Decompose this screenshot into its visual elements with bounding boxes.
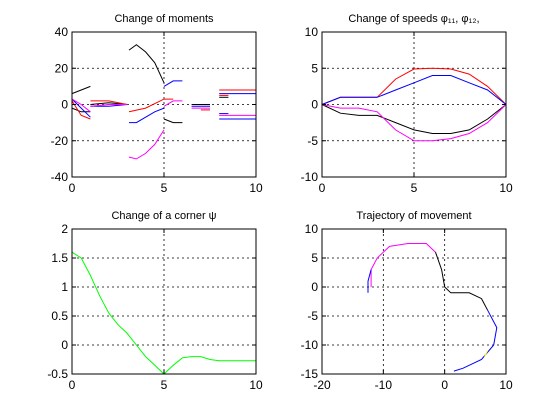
axes-frame	[321, 228, 507, 375]
x-tick-label: 0	[441, 378, 448, 392]
series-4-line	[128, 129, 165, 160]
subplot-1: 0 5 10 -40 -20 0 20 40 Change of moments	[51, 13, 263, 195]
series-1-line	[90, 102, 128, 105]
y-tick-label: -40	[51, 170, 69, 184]
series-3-line	[321, 104, 507, 134]
series-2-line	[129, 107, 165, 124]
y-tick-label: -10	[301, 338, 319, 352]
y-tick-label: -5	[307, 309, 318, 323]
y-tick-label: 0	[311, 280, 318, 294]
y-tick-label: 0	[61, 338, 68, 352]
x-tick-label: -20	[313, 378, 331, 392]
x-tick-label: 5	[161, 181, 168, 195]
y-tick-label: 5	[311, 61, 318, 75]
series-1-line	[71, 107, 91, 113]
series-4-line	[453, 309, 498, 372]
chart-title: Change of moments	[114, 13, 214, 25]
series-1-line	[71, 251, 256, 375]
x-tick-label: 0	[319, 181, 326, 195]
y-tick-label: 40	[55, 25, 69, 39]
y-tick-label: 0	[61, 98, 68, 112]
series-1-line	[163, 118, 183, 124]
y-tick-label: 0.5	[51, 309, 68, 323]
chart-title: Change of speeds φ₁₁, φ₁₂,	[348, 13, 479, 25]
y-tick-label: 10	[305, 25, 319, 39]
x-tick-label: 10	[499, 378, 513, 392]
y-tick-label: -15	[301, 367, 319, 381]
y-tick-label: 0	[311, 98, 318, 112]
x-tick-label: 5	[161, 378, 168, 392]
series-2-line	[71, 98, 91, 118]
y-tick-label: 10	[305, 222, 319, 236]
series-2-line	[163, 80, 183, 87]
chart-title: Trajectory of movement	[356, 210, 471, 222]
series-3-line	[90, 100, 128, 105]
series-1-line	[128, 44, 165, 84]
y-tick-label: -0.5	[47, 367, 68, 381]
series-3-line	[128, 98, 174, 113]
x-tick-label: 10	[249, 181, 263, 195]
y-tick-label: -5	[307, 134, 318, 148]
x-tick-label: 0	[69, 378, 76, 392]
series-2-line	[321, 75, 507, 105]
plot-area	[322, 229, 506, 374]
x-tick-label: 10	[249, 378, 263, 392]
y-tick-label: -10	[301, 170, 319, 184]
series-4-line	[163, 100, 183, 107]
x-tick-label: 5	[411, 181, 418, 195]
x-tick-label: 10	[499, 181, 513, 195]
y-tick-label: -20	[51, 134, 69, 148]
series-5-line	[484, 350, 489, 357]
y-tick-label: 1	[61, 280, 68, 294]
x-tick-label: -10	[375, 378, 393, 392]
x-tick-label: 0	[69, 181, 76, 195]
series-2-line	[367, 269, 372, 293]
y-tick-label: 5	[311, 251, 318, 265]
series-3-line	[435, 252, 489, 311]
subplot-2: 0 5 10 -10 -5 0 5 10 Change of speeds φ₁₁, φ₁₂,	[301, 13, 513, 195]
series-3-line	[71, 100, 91, 120]
series-4-line	[321, 104, 507, 142]
y-tick-label: 1.5	[51, 251, 68, 265]
series-4-line	[90, 104, 128, 107]
y-tick-label: 2	[61, 222, 68, 236]
chart-title: Change of a corner ψ	[111, 210, 216, 222]
series-1-line	[71, 85, 91, 95]
y-tick-label: 20	[55, 61, 69, 75]
series-4-line	[71, 98, 91, 113]
subplot-4: -20 -10 0 10 -15 -10 -5 0 5 10 Trajectory of movem…	[301, 210, 513, 392]
series-2-line	[90, 104, 128, 107]
